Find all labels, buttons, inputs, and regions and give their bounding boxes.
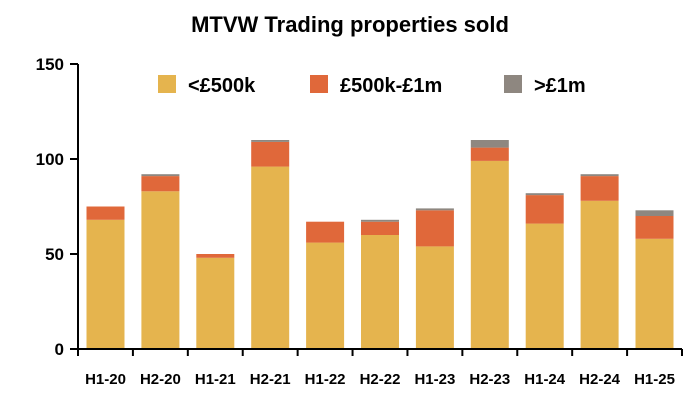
x-tick-label: H1-23 <box>414 371 455 388</box>
legend-swatch-series-3 <box>504 75 522 93</box>
bar-segment-h2-20-series-2 <box>141 176 180 192</box>
bar-segment-h1-23-series-1 <box>415 246 454 349</box>
legend-swatch-series-1 <box>158 75 176 93</box>
bar-segment-h1-23-series-3 <box>415 208 454 211</box>
x-tick-label: H1-21 <box>195 371 236 388</box>
bar-segment-h2-24-series-2 <box>580 176 619 201</box>
bar-segment-h1-24-series-3 <box>525 193 564 196</box>
bar-segment-h2-22-series-2 <box>361 221 399 235</box>
bar-segment-h1-20-series-2 <box>86 206 125 220</box>
bar-segment-h1-20-series-1 <box>86 219 125 349</box>
bar-segment-h1-22-series-1 <box>306 242 345 349</box>
bar-segment-h2-24-series-1 <box>580 200 619 349</box>
x-tick-label: H1-24 <box>524 371 566 388</box>
x-tick-label: H2-23 <box>469 371 510 388</box>
bar-segment-h1-21-series-1 <box>196 257 235 349</box>
y-tick-label: 150 <box>36 55 64 74</box>
legend-label-series-2: £500k-£1m <box>340 75 442 97</box>
bar-segment-h2-21-series-1 <box>251 166 290 349</box>
bar-segment-h2-23-series-1 <box>470 160 509 349</box>
bar-segment-h2-22-series-1 <box>361 235 399 349</box>
y-tick-label: 100 <box>36 150 64 169</box>
x-tick-label: H2-24 <box>579 371 621 388</box>
bar-segment-h1-22-series-2 <box>306 221 345 243</box>
x-tick-label: H2-22 <box>360 371 401 388</box>
bar-segment-h1-24-series-1 <box>525 223 564 349</box>
bar-segment-h2-23-series-3 <box>470 140 509 148</box>
bar-segment-h2-20-series-3 <box>141 174 180 177</box>
x-tick-label: H1-20 <box>85 371 126 388</box>
x-tick-label: H2-20 <box>140 371 181 388</box>
bar-segment-h2-23-series-2 <box>470 147 509 161</box>
bar-segment-h2-24-series-3 <box>580 174 619 177</box>
x-tick-label: H1-25 <box>634 371 675 388</box>
y-tick-label: 0 <box>55 340 64 359</box>
bar-segment-h2-22-series-3 <box>361 219 399 222</box>
bar-segment-h2-21-series-2 <box>251 141 290 167</box>
bar-segment-h2-20-series-1 <box>141 191 180 349</box>
x-tick-label: H2-21 <box>250 371 291 388</box>
bar-segment-h1-23-series-2 <box>415 210 454 247</box>
bar-segment-h1-25-series-3 <box>635 210 674 216</box>
legend-label-series-3: >£1m <box>534 75 586 97</box>
chart-title: MTVW Trading properties sold <box>191 12 509 37</box>
bar-segment-h1-24-series-2 <box>525 195 564 224</box>
bar-segment-h2-21-series-3 <box>251 140 290 142</box>
legend-swatch-series-2 <box>310 75 328 93</box>
x-tick-label: H1-22 <box>305 371 346 388</box>
legend-label-series-1: <£500k <box>188 75 256 97</box>
bar-segment-h1-25-series-1 <box>635 238 674 349</box>
bar-segment-h1-21-series-2 <box>196 254 235 258</box>
bar-segment-h1-25-series-2 <box>635 216 674 239</box>
y-tick-label: 50 <box>45 245 64 264</box>
